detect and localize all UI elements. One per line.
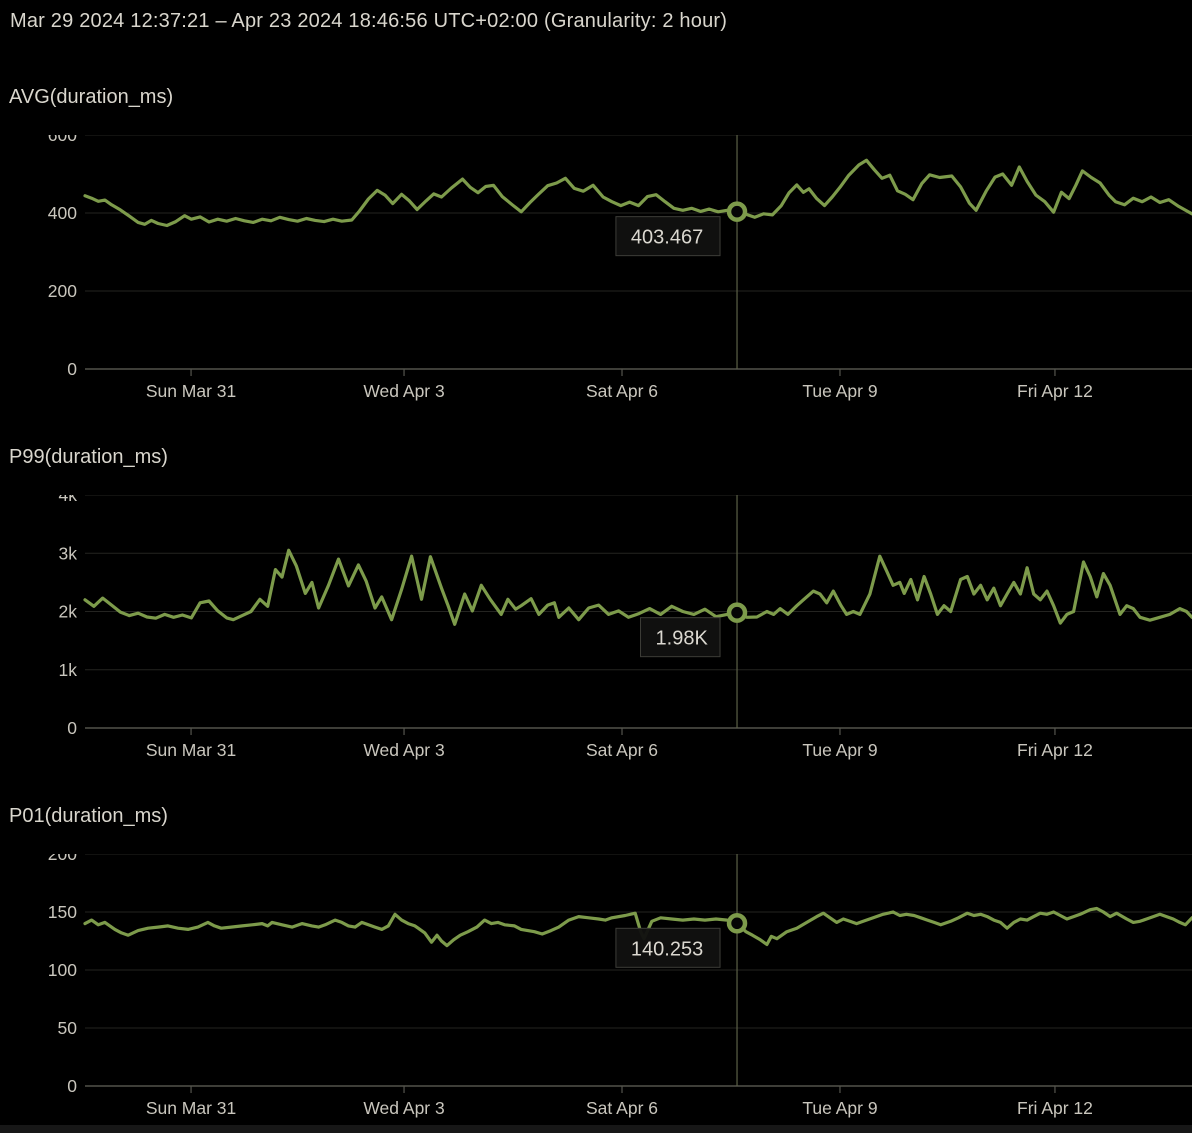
cursor-tooltip: [640, 617, 721, 658]
x-tick-label: Sat Apr 6: [586, 740, 658, 760]
cursor-tooltip-value: 140.253: [631, 938, 703, 960]
y-tick-label: 150: [48, 902, 77, 922]
x-tick-label: Wed Apr 3: [363, 1098, 444, 1118]
y-tick-label: 3k: [59, 543, 78, 563]
x-tick-label: Sat Apr 6: [586, 1098, 658, 1118]
time-range-label: Mar 29 2024 12:37:21 – Apr 23 2024 18:46…: [10, 10, 728, 32]
x-tick-label: Sat Apr 6: [586, 381, 658, 401]
cursor-tooltip: [615, 927, 721, 968]
x-tick-label: Sun Mar 31: [146, 1098, 236, 1118]
chart-title-p99: P99(duration_ms): [9, 446, 168, 468]
cursor-marker: [726, 602, 748, 623]
chart-plot-p01[interactable]: 200 150 100 50 0 Sun Mar 31 Wed Apr 3 Sat Apr 6…: [0, 844, 1192, 1132]
cursor-tooltip-value: 1.98K: [656, 628, 709, 650]
x-tick-label: Tue Apr 9: [802, 740, 877, 760]
y-tick-label: 50: [58, 1018, 78, 1038]
x-tick-label: Sun Mar 31: [146, 740, 236, 760]
y-tick-label: 0: [67, 359, 77, 379]
y-tick-label: 200: [48, 281, 77, 301]
y-tick-label: 0: [67, 718, 77, 738]
chart-title-avg: AVG(duration_ms): [9, 86, 174, 108]
x-tick-label: Fri Apr 12: [1017, 1098, 1093, 1118]
y-tick-label: 400: [48, 203, 77, 223]
cursor-marker: [726, 201, 748, 222]
chart-plot-p99[interactable]: 4k 3k 2k 1k 0 Sun Mar 31 Wed Apr 3 Sat Apr 6 Tue…: [0, 485, 1192, 774]
y-tick-label: 4k: [59, 495, 78, 505]
y-tick-label: 100: [48, 960, 77, 980]
cursor-tooltip: [615, 216, 721, 257]
chart-plot-avg[interactable]: 600 400 200 0 Sun Mar 31 Wed Apr 3 Sat Apr 6 Tu…: [0, 125, 1192, 415]
series-line: [83, 548, 1192, 626]
x-tick-label: Sun Mar 31: [146, 381, 236, 401]
x-tick-label: Wed Apr 3: [363, 740, 444, 760]
y-tick-label: 200: [48, 854, 77, 864]
y-tick-label: 1k: [59, 660, 78, 680]
bottom-scroll-strip: [0, 1125, 1192, 1133]
y-tick-label: 0: [67, 1076, 77, 1096]
cursor-marker: [726, 913, 748, 934]
x-tick-label: Wed Apr 3: [363, 381, 444, 401]
x-tick-label: Tue Apr 9: [802, 381, 877, 401]
y-tick-label: 2k: [59, 602, 78, 622]
y-tick-label: 600: [48, 135, 77, 145]
x-tick-label: Fri Apr 12: [1017, 381, 1093, 401]
x-tick-label: Fri Apr 12: [1017, 740, 1093, 760]
cursor-tooltip-value: 403.467: [631, 227, 703, 249]
series-line: [83, 158, 1192, 228]
x-tick-label: Tue Apr 9: [802, 1098, 877, 1118]
chart-title-p01: P01(duration_ms): [9, 805, 168, 827]
